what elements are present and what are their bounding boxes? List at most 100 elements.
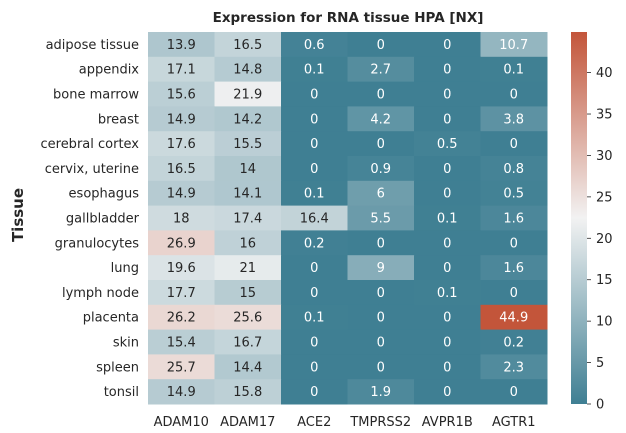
cell-value-label: 2.7 — [370, 63, 391, 78]
heatmap-cell — [281, 81, 348, 107]
heatmap-cell — [148, 255, 215, 281]
cell-value-label: 0 — [310, 336, 318, 351]
cell-value-label: 0.9 — [370, 162, 391, 177]
heatmap-cell — [480, 81, 548, 107]
heatmap-cell — [281, 280, 348, 306]
row-tick-label: esophagus — [69, 187, 140, 202]
cell-value-label: 18 — [173, 212, 190, 227]
cell-value-label: 16.4 — [300, 212, 329, 227]
cell-value-label: 16.5 — [233, 38, 262, 53]
cell-value-label: 0 — [443, 112, 451, 127]
heatmap-cell — [347, 280, 415, 306]
heatmap-cell — [347, 156, 415, 182]
cell-value-label: 0 — [510, 236, 518, 251]
heatmap-cell — [214, 156, 282, 182]
heatmap-cell — [214, 379, 282, 405]
cell-value-label: 26.9 — [167, 236, 196, 251]
cell-value-label: 0.1 — [304, 311, 325, 326]
heatmap-cell — [480, 354, 548, 380]
cell-value-label: 0.2 — [503, 336, 524, 351]
cell-value-label: 19.6 — [167, 261, 196, 276]
heatmap-cell — [148, 32, 215, 58]
cell-value-label: 0 — [510, 88, 518, 103]
cell-value-label: 0.2 — [304, 236, 325, 251]
cell-value-label: 13.9 — [167, 38, 196, 53]
heatmap-cell — [347, 56, 415, 83]
heatmap-cell — [347, 131, 415, 157]
heatmap-cell — [148, 230, 215, 256]
colorbar-tick-label: 20 — [596, 232, 613, 247]
colorbar-tick-label: 40 — [596, 66, 613, 81]
colorbar-tick-label: 30 — [596, 149, 613, 164]
cell-value-label: 0 — [377, 137, 385, 152]
cell-value-label: 16.7 — [233, 336, 262, 351]
cell-value-label: 0 — [510, 286, 518, 301]
heatmap-cell — [414, 354, 481, 380]
heatmap-cell — [414, 280, 481, 306]
cell-value-label: 0 — [443, 236, 451, 251]
heatmap-cell — [414, 81, 481, 107]
heatmap-cell — [214, 304, 282, 331]
heatmap-cell — [414, 32, 481, 58]
heatmap-cell — [347, 354, 415, 380]
cell-value-label: 14.1 — [233, 187, 262, 202]
heatmap-cell — [414, 304, 481, 331]
heatmap-cell — [414, 56, 481, 83]
row-tick-label: tonsil — [104, 385, 139, 400]
heatmap-cell — [148, 106, 215, 132]
cell-value-label: 9 — [377, 261, 385, 276]
heatmap-cell — [214, 205, 282, 231]
cell-value-label: 0.8 — [503, 162, 524, 177]
cell-value-label: 1.9 — [370, 385, 391, 400]
cell-value-label: 0 — [310, 137, 318, 152]
heatmap-cell — [281, 255, 348, 281]
heatmap-cell — [480, 205, 548, 231]
row-tick-label: bone marrow — [53, 88, 139, 103]
cell-value-label: 16 — [239, 236, 256, 251]
cell-value-label: 17.4 — [233, 212, 262, 227]
column-tick-label: TMPRSS2 — [349, 415, 411, 430]
colorbar-tick-label: 35 — [596, 108, 613, 123]
heatmap-cell — [148, 354, 215, 380]
row-tick-label: breast — [98, 112, 139, 127]
heatmap-cell — [414, 255, 481, 281]
heatmap-cell — [281, 304, 348, 331]
row-tick-label: adipose tissue — [46, 38, 139, 53]
heatmap-cell — [414, 230, 481, 256]
heatmap-cell — [214, 230, 282, 256]
cell-value-label: 21 — [239, 261, 256, 276]
cell-value-label: 0.6 — [304, 38, 325, 53]
cell-value-label: 0 — [377, 88, 385, 103]
cell-value-label: 14.9 — [167, 385, 196, 400]
cell-value-label: 15.8 — [233, 385, 262, 400]
heatmap-cell — [148, 205, 215, 231]
cell-value-label: 0.1 — [437, 286, 458, 301]
cell-value-label: 17.6 — [167, 137, 196, 152]
heatmap-cell — [214, 32, 282, 58]
column-tick-label: ADAM10 — [154, 415, 209, 430]
cell-value-label: 0 — [377, 360, 385, 375]
cell-value-label: 0 — [443, 63, 451, 78]
heatmap-cell — [480, 32, 548, 58]
colorbar-tick-label: 10 — [596, 315, 613, 330]
cell-value-label: 0 — [377, 236, 385, 251]
cell-value-label: 14.4 — [233, 360, 262, 375]
cell-value-label: 17.1 — [167, 63, 196, 78]
cell-value-label: 0.5 — [503, 187, 524, 202]
heatmap-cell — [480, 304, 548, 331]
cell-value-label: 25.6 — [233, 311, 262, 326]
heatmap-cell — [480, 106, 548, 132]
cell-value-label: 21.9 — [233, 88, 262, 103]
cell-value-label: 0 — [510, 137, 518, 152]
row-tick-label: granulocytes — [55, 236, 140, 251]
row-tick-label: skin — [113, 336, 139, 351]
cell-value-label: 0 — [443, 162, 451, 177]
colorbar: 0 5 10 15 20 25 30 35 40 — [571, 32, 613, 413]
cell-value-label: 14 — [239, 162, 256, 177]
heatmap-cell — [214, 354, 282, 380]
cell-value-label: 0 — [443, 385, 451, 400]
column-tick-label: ADAM17 — [220, 415, 275, 430]
heatmap-cell — [347, 329, 415, 355]
heatmap-cell — [214, 180, 282, 207]
colorbar-tick-label: 15 — [596, 273, 613, 288]
